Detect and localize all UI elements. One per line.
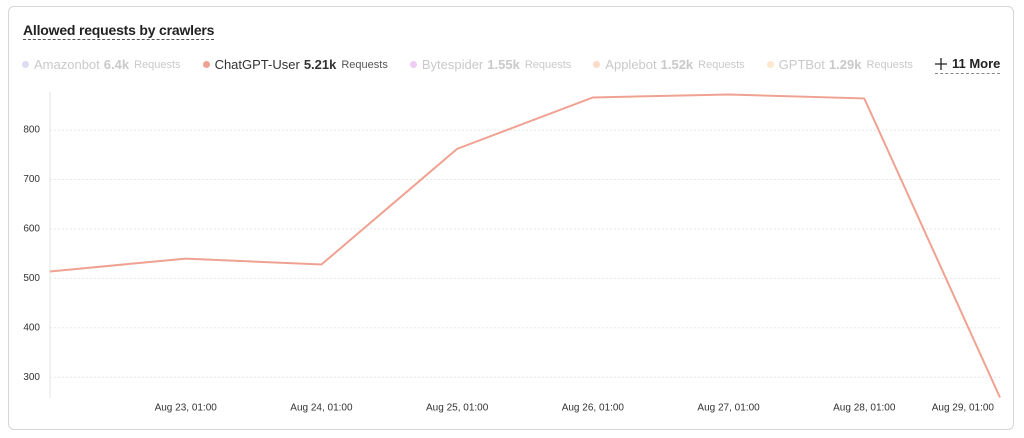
- y-tick-label: 400: [23, 322, 40, 333]
- chart-title: Allowed requests by crawlers: [23, 22, 215, 40]
- x-tick-label: Aug 24, 01:00: [290, 403, 353, 414]
- series-line: [49, 93, 1001, 398]
- x-tick-label: Aug 23, 01:00: [155, 403, 218, 414]
- x-tick-label: Aug 25, 01:00: [426, 403, 489, 414]
- legend-total: 1.52k: [660, 57, 694, 72]
- legend-dot: [409, 61, 417, 68]
- x-tick-label: Aug 26, 01:00: [562, 403, 625, 414]
- legend-item[interactable]: GPTBot 1.29k Requests: [766, 57, 913, 72]
- y-tick-label: 300: [23, 372, 40, 383]
- legend-name: Amazonbot: [34, 57, 100, 72]
- legend-total: 1.29k: [828, 57, 862, 72]
- card: [8, 6, 1014, 430]
- legend-name: GPTBot: [778, 57, 825, 72]
- legend-item[interactable]: Amazonbot 6.4k Requests: [22, 57, 181, 72]
- legend-name: Bytespider: [421, 57, 484, 72]
- legend-total: 6.4k: [103, 57, 130, 72]
- legend-item[interactable]: ChatGPT-User 5.21k Requests: [202, 57, 388, 72]
- legend-unit: Requests: [866, 58, 913, 71]
- x-tick-label: Aug 27, 01:00: [697, 403, 760, 414]
- legend-dot: [202, 61, 210, 68]
- x-tick-label: Aug 29, 01:00: [932, 403, 995, 414]
- legend-total: 1.55k: [487, 57, 520, 72]
- legend-item[interactable]: Bytespider 1.55k Requests: [409, 57, 572, 72]
- y-tick-label: 800: [23, 125, 40, 136]
- y-tick-label: 700: [23, 174, 40, 185]
- y-tick-label: 600: [23, 224, 40, 235]
- x-tick-label: Aug 28, 01:00: [833, 403, 896, 414]
- legend-dot: [22, 61, 29, 68]
- legend-unit: Requests: [134, 58, 181, 71]
- legend-unit: Requests: [341, 58, 388, 71]
- legend-name: Applebot: [605, 57, 657, 72]
- more-button[interactable]: 11 More: [935, 56, 1001, 74]
- legend-name: ChatGPT-User: [214, 57, 300, 72]
- legend-unit: Requests: [698, 58, 745, 71]
- more-label: 11 More: [952, 56, 1001, 71]
- legend-dot: [593, 61, 601, 68]
- y-tick-label: 500: [23, 273, 40, 284]
- legend-unit: Requests: [524, 58, 572, 71]
- plus-icon: [935, 57, 947, 70]
- legend: Amazonbot 6.4k Requests ChatGPT-User 5.21k R…: [22, 57, 935, 72]
- legend-item[interactable]: Applebot 1.52k Requests: [593, 57, 745, 72]
- legend-dot: [766, 61, 774, 68]
- legend-total: 5.21k: [303, 57, 337, 72]
